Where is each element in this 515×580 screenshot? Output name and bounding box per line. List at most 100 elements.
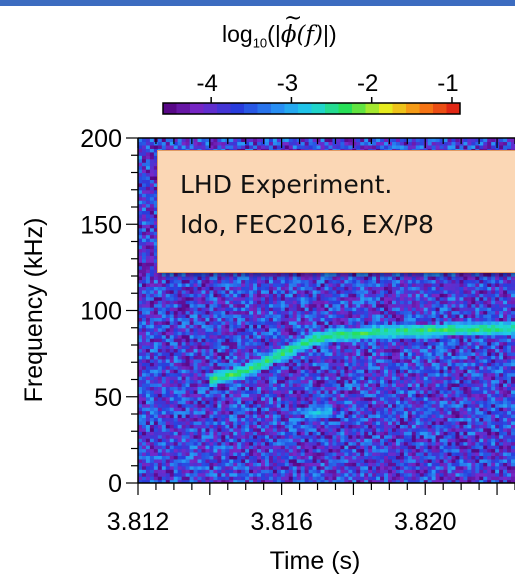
heatmap-cell — [320, 417, 326, 422]
heatmap-cell — [241, 386, 246, 391]
heatmap-cell — [241, 282, 246, 287]
heatmap-cell — [197, 420, 203, 425]
heatmap-cell — [276, 393, 282, 398]
heatmap-cell — [145, 234, 151, 239]
heatmap-cell — [138, 407, 143, 412]
heatmap-cell — [268, 376, 274, 381]
heatmap-cell — [264, 300, 270, 305]
heatmap-cell — [165, 272, 171, 277]
heatmap-cell — [145, 269, 151, 274]
heatmap-cell — [272, 313, 278, 318]
heatmap-cell — [288, 348, 294, 353]
heatmap-cell — [316, 414, 322, 419]
heatmap-cell — [197, 293, 203, 298]
heatmap-cell — [316, 462, 322, 467]
heatmap-cell — [201, 320, 207, 325]
heatmap-cell — [328, 455, 334, 460]
heatmap-cell — [257, 376, 262, 381]
heatmap-cell — [300, 324, 306, 329]
heatmap-cell — [312, 138, 318, 143]
heatmap-cell — [138, 376, 143, 381]
heatmap-cell — [272, 365, 278, 370]
heatmap-cell — [261, 479, 266, 483]
heatmap-cell — [233, 427, 238, 432]
heatmap-cell — [268, 445, 274, 450]
heatmap-cell — [229, 327, 234, 332]
heatmap-cell — [261, 379, 266, 384]
heatmap-cell — [181, 144, 187, 149]
heatmap-cell — [201, 462, 207, 467]
heatmap-cell — [193, 445, 199, 450]
heatmap-cell — [201, 441, 207, 446]
heatmap-cell — [241, 372, 246, 377]
heatmap-cell — [149, 307, 155, 312]
heatmap-cell — [316, 379, 322, 384]
heatmap-cell — [157, 417, 163, 422]
heatmap-cell — [300, 382, 306, 387]
heatmap-cell — [153, 465, 159, 470]
heatmap-cell — [276, 441, 282, 446]
heatmap-cell — [272, 351, 278, 356]
heatmap-cell — [141, 286, 147, 291]
heatmap-cell — [257, 386, 262, 391]
heatmap-cell — [233, 138, 238, 143]
heatmap-cell — [217, 376, 222, 381]
heatmap-cell — [320, 458, 326, 463]
heatmap-cell — [272, 303, 278, 308]
heatmap-cell — [161, 462, 167, 467]
heatmap-cell — [288, 355, 294, 360]
heatmap-cell — [320, 369, 326, 374]
heatmap-cell — [304, 348, 310, 353]
heatmap-cell — [261, 403, 266, 408]
heatmap-cell — [245, 445, 250, 450]
heatmap-cell — [320, 420, 326, 425]
heatmap-cell — [320, 358, 326, 363]
heatmap-cell — [268, 410, 274, 415]
heatmap-cell — [320, 351, 326, 356]
heatmap-cell — [296, 386, 302, 391]
heatmap-cell — [177, 424, 183, 429]
heatmap-cell — [165, 338, 171, 343]
heatmap-cell — [324, 345, 330, 350]
heatmap-cell — [221, 379, 226, 384]
heatmap-cell — [312, 476, 318, 481]
heatmap-cell — [189, 458, 195, 463]
heatmap-cell — [169, 351, 175, 356]
heatmap-cell — [177, 327, 183, 332]
heatmap-cell — [201, 420, 207, 425]
heatmap-cell — [181, 313, 187, 318]
heatmap-cell — [288, 327, 294, 332]
heatmap-cell — [292, 431, 298, 436]
heatmap-cell — [288, 403, 294, 408]
heatmap-cell — [217, 462, 222, 467]
heatmap-cell — [312, 320, 318, 325]
heatmap-cell — [264, 476, 270, 481]
heatmap-cell — [320, 441, 326, 446]
heatmap-cell — [145, 258, 151, 263]
heatmap-cell — [237, 310, 242, 315]
heatmap-cell — [300, 348, 306, 353]
heatmap-cell — [197, 417, 203, 422]
heatmap-cell — [177, 417, 183, 422]
heatmap-cell — [169, 282, 175, 287]
heatmap-cell — [173, 414, 179, 419]
heatmap-cell — [233, 448, 238, 453]
heatmap-cell — [213, 355, 218, 360]
heatmap-cell — [225, 476, 230, 481]
heatmap-cell — [328, 313, 334, 318]
heatmap-cell — [138, 369, 143, 374]
heatmap-cell — [221, 400, 226, 405]
heatmap-cell — [237, 307, 242, 312]
heatmap-cell — [193, 376, 199, 381]
heatmap-cell — [141, 393, 147, 398]
heatmap-cell — [276, 438, 282, 443]
heatmap-cell — [173, 282, 179, 287]
heatmap-cell — [296, 331, 302, 336]
heatmap-cell — [225, 393, 230, 398]
heatmap-cell — [145, 348, 151, 353]
heatmap-cell — [300, 307, 306, 312]
heatmap-cell — [153, 248, 159, 253]
heatmap-cell — [276, 341, 282, 346]
heatmap-cell — [257, 320, 262, 325]
heatmap-cell — [193, 334, 199, 339]
